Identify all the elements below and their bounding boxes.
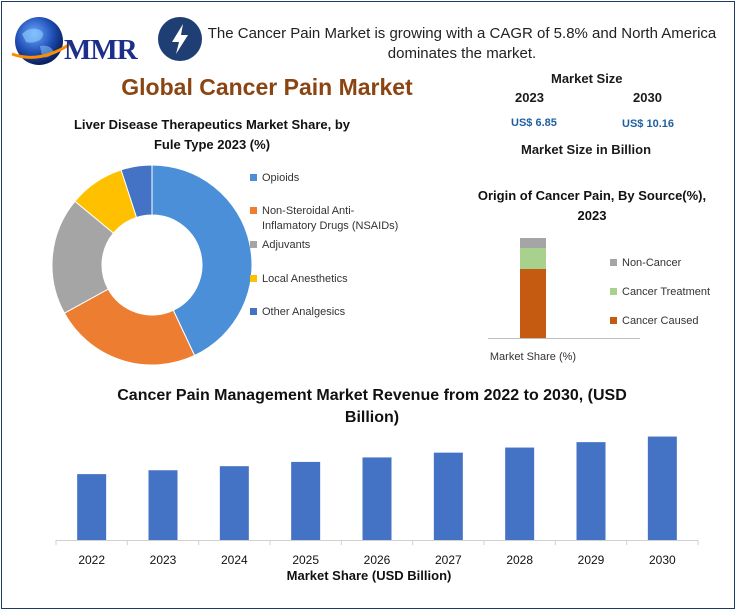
revenue-tick-label-2022: 2022 (78, 553, 105, 567)
globe-icon (11, 17, 71, 65)
revenue-bar-2028 (505, 447, 535, 540)
revenue-bar-chart: 2022 2023 2024 2025 2026 2027 2028 2029 2030 (55, 436, 699, 567)
legend-swatch (250, 206, 257, 214)
legend-swatch (610, 316, 617, 324)
market-size-year-2023: 2023 (515, 90, 544, 105)
stack-segment-cancer-treatment (520, 248, 546, 269)
revenue-bar-2025 (291, 461, 321, 540)
revenue-tick-label-2029: 2029 (578, 553, 605, 567)
origin-legend-item-cancer-treatment: Cancer Treatment (610, 286, 710, 298)
revenue-tick-label-2025: 2025 (292, 553, 319, 567)
donut-legend-item-other-analgesics: Other Analgesics (250, 305, 345, 320)
revenue-tick-label-2024: 2024 (221, 553, 248, 567)
origin-chart-title: Origin of Cancer Pain, By Source(%), 202… (477, 188, 707, 223)
market-size-label: Market Size (551, 71, 623, 86)
revenue-bar-2030 (647, 436, 677, 540)
revenue-bar-2026 (362, 457, 392, 540)
revenue-tick-label-2028: 2028 (506, 553, 533, 567)
revenue-bar-2027 (433, 452, 463, 540)
donut-slice-other-analgesics (120, 165, 153, 219)
stack-segment-cancer-caused (520, 269, 546, 338)
origin-stacked-chart: Market Share (%) (488, 238, 640, 363)
legend-label: Local Anesthetics (262, 273, 348, 285)
legend-label: Non-Cancer (622, 257, 682, 269)
donut-slice-non-steroidal-anti (63, 288, 196, 366)
legend-swatch (250, 173, 257, 181)
legend-swatch (610, 287, 617, 295)
legend-label: Non-Steroidal Anti- (262, 205, 355, 217)
revenue-tick-label-2026: 2026 (364, 553, 391, 567)
revenue-tick-label-2027: 2027 (435, 553, 462, 567)
origin-legend-item-non-cancer: Non-Cancer (610, 257, 681, 269)
legend-label: Opioids (262, 172, 300, 184)
legend-label: Other Analgesics (262, 306, 346, 318)
stack-segment-non-cancer (520, 238, 546, 248)
main-title: Global Cancer Pain Market (121, 74, 413, 100)
revenue-bar-2029 (576, 442, 606, 540)
legend-label: Cancer Caused (622, 315, 699, 327)
stack-category-label: Market Share (%) (490, 351, 576, 363)
revenue-bar-2022 (77, 474, 107, 540)
donut-chart-title: Liver Disease Therapeutics Market Share,… (73, 117, 350, 152)
revenue-bar-2023 (148, 470, 178, 540)
logo-text: MMR (64, 34, 138, 66)
donut-slice-opioids (151, 165, 253, 357)
legend-swatch (250, 307, 257, 315)
legend-swatch (250, 274, 257, 282)
market-size-value-2030: US$ 10.16 (622, 118, 674, 130)
market-size-year-2030: 2030 (633, 90, 662, 105)
revenue-tick-label-2030: 2030 (649, 553, 676, 567)
revenue-bar-2024 (219, 466, 249, 540)
revenue-tick-label-2023: 2023 (150, 553, 177, 567)
legend-label: Inflamatory Drugs (NSAIDs) (262, 220, 399, 232)
legend-swatch (610, 258, 617, 266)
origin-legend-item-cancer-caused: Cancer Caused (610, 315, 698, 327)
legend-label: Cancer Treatment (622, 286, 711, 298)
legend-label: Adjuvants (262, 239, 311, 251)
revenue-x-axis-label: Market Share (USD Billion) (286, 568, 452, 583)
donut-legend-item-non-steroidal-anti: Non-Steroidal Anti- Inflamatory Drugs (NS… (250, 204, 398, 234)
donut-legend-item-local-anesthetics: Local Anesthetics (250, 272, 348, 287)
donut-chart (51, 165, 253, 366)
lightning-icon (158, 17, 202, 61)
legend-swatch (250, 240, 257, 248)
market-size-value-2023: US$ 6.85 (511, 117, 557, 129)
headline: The Cancer Pain Market is growing with a… (207, 25, 717, 62)
donut-legend-item-opioids: Opioids (250, 171, 299, 186)
revenue-chart-title: Cancer Pain Management Market Revenue fr… (117, 387, 627, 426)
market-size-footer: Market Size in Billion (521, 142, 652, 157)
donut-legend-item-adjuvants: Adjuvants (250, 238, 310, 253)
